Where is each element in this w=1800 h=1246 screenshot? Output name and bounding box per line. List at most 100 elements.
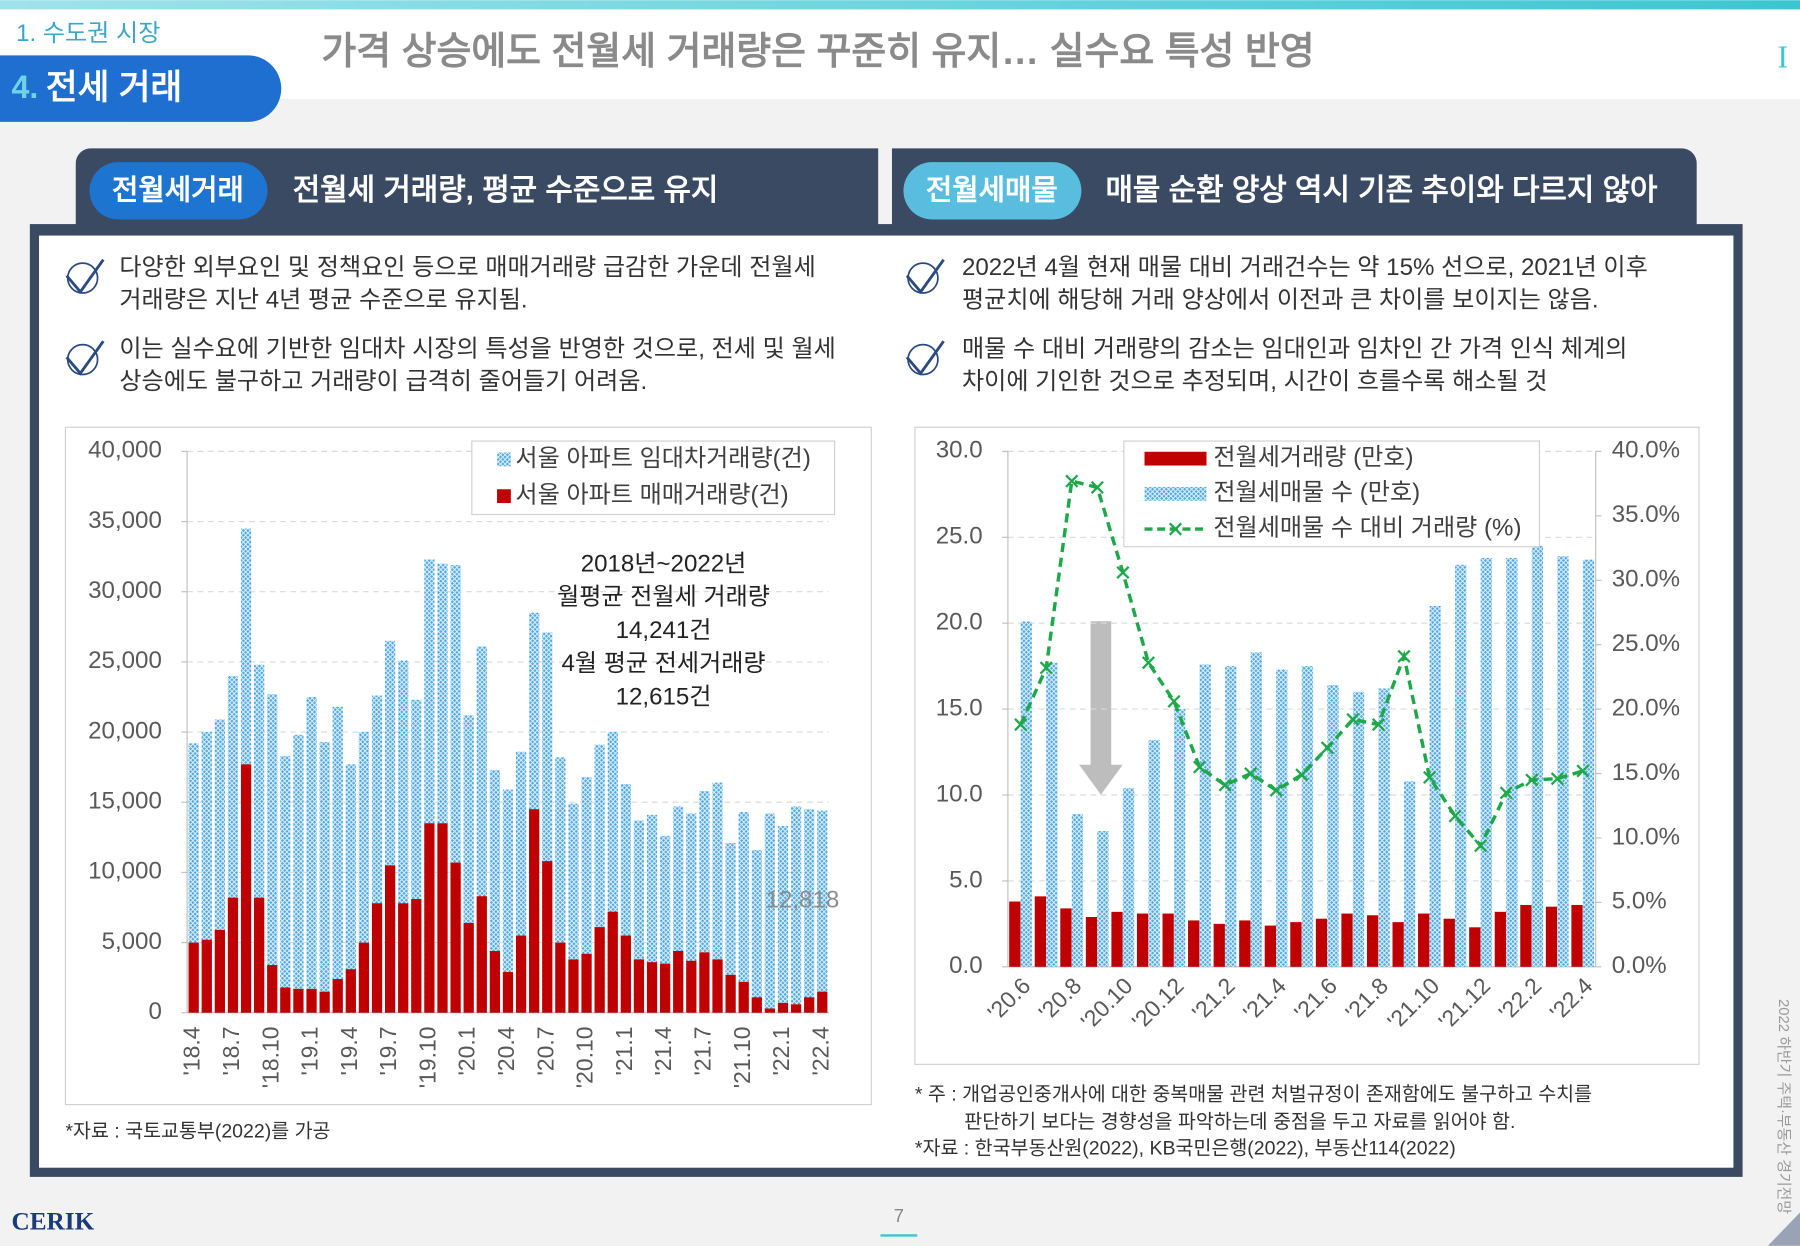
y-tick-label: 35,000 <box>88 507 162 534</box>
legend-swatch <box>1144 486 1207 501</box>
bar <box>1085 916 1098 967</box>
line-marker <box>1218 778 1232 792</box>
line-marker <box>1371 718 1385 732</box>
check-icon <box>65 258 105 295</box>
x-tick-label: '19.1 <box>297 1027 323 1076</box>
bar <box>515 935 527 1013</box>
bar <box>1213 923 1225 967</box>
bar <box>384 640 396 1013</box>
bar <box>1071 813 1084 967</box>
panel-tag-text: 전월세매물 <box>926 175 1058 207</box>
bar <box>699 790 710 1013</box>
y-tick-label: 0.0 <box>949 952 983 979</box>
bar <box>751 997 762 1013</box>
bar <box>1136 913 1149 967</box>
panel-heading: 매물 순환 양상 역시 기존 추이와 다르지 않아 <box>1105 174 1658 207</box>
bar <box>515 751 527 1013</box>
bullet-text: 평균치에 해당해 거래 양상에서 이전과 큰 차이를 보이지는 않음. <box>962 286 1599 313</box>
bar <box>201 732 212 1013</box>
y-tick-label: 0 <box>148 998 161 1025</box>
bullet-text: 2022년 4월 현재 매물 대비 거래건수는 약 15% 선으로, 2021년… <box>962 254 1648 281</box>
x-tick-label: '22.4 <box>807 1026 833 1075</box>
bar <box>1341 913 1353 967</box>
annotation: 12,818 <box>766 887 840 914</box>
source-note: 판단하기 보다는 경향성을 파악하는데 중점을 두고 자료를 읽어야 함. <box>964 1111 1515 1133</box>
panel-heading: 전월세 거래량, 평균 수준으로 유지 <box>293 174 719 207</box>
x-tick-label: '20.7 <box>532 1027 558 1076</box>
bar <box>1545 906 1558 967</box>
bar <box>1097 831 1109 967</box>
bar <box>764 813 776 1013</box>
bar <box>502 789 514 1013</box>
bar <box>568 959 579 1013</box>
legend-swatch <box>1144 451 1207 466</box>
line-marker <box>1269 783 1283 797</box>
bar <box>1469 927 1481 967</box>
legend-label: 서울 아파트 임대차거래량(건) <box>515 445 810 472</box>
bar <box>1404 781 1416 967</box>
bar <box>699 952 710 1013</box>
section-tab <box>0 55 282 122</box>
bullet-text: 매물 수 대비 거래량의 감소는 임대인과 임차인 간 가격 인식 체계의 <box>962 336 1627 363</box>
bar <box>686 960 697 1013</box>
y2-tick-label: 25.0% <box>1612 630 1680 657</box>
bar <box>358 942 370 1013</box>
bar <box>384 865 396 1013</box>
bar <box>1520 904 1532 967</box>
legend-label: 전월세매물 수 대비 거래량 (%) <box>1213 514 1521 541</box>
bar <box>293 988 304 1013</box>
panel-tag <box>903 162 1082 220</box>
bar <box>450 862 461 1013</box>
header-bg <box>0 0 1800 99</box>
bar <box>227 675 239 1013</box>
panel-header <box>75 148 879 230</box>
y-tick-label: 10,000 <box>88 858 162 885</box>
bar <box>804 997 815 1013</box>
bar <box>686 813 697 1013</box>
bar <box>673 950 684 1013</box>
line-marker <box>1499 786 1513 800</box>
bar <box>777 826 789 1013</box>
y-tick-label: 10.0 <box>936 780 983 807</box>
line-marker <box>1448 809 1462 823</box>
x-tick-label: '21.4 <box>650 1026 676 1075</box>
bar <box>817 810 828 1013</box>
bar <box>1250 652 1262 967</box>
bar <box>725 974 736 1013</box>
top-bar <box>0 0 1800 10</box>
section-label: 1. 수도권 시장 <box>16 20 160 47</box>
bar <box>804 809 815 1013</box>
source-note: *자료 : 국토교통부(2022)를 가공 <box>65 1120 330 1142</box>
bar <box>660 835 671 1013</box>
x-tick-label: '18.4 <box>179 1026 205 1075</box>
y-tick-label: 15.0 <box>936 694 983 721</box>
bar <box>1148 740 1160 967</box>
annotation: 14,241건 <box>616 617 712 644</box>
line-marker <box>1141 656 1156 670</box>
y-tick-label: 25.0 <box>936 523 983 550</box>
bar <box>1034 896 1047 967</box>
panel-tag <box>89 162 268 220</box>
bar <box>1009 901 1021 967</box>
y-tick-label: 40,000 <box>88 437 162 464</box>
y-tick-label: 20,000 <box>88 717 162 744</box>
bar <box>489 950 500 1013</box>
legend-label: 서울 아파트 매매거래량(건) <box>515 482 788 509</box>
bar <box>542 632 553 1013</box>
bar <box>1225 666 1237 967</box>
y2-tick-label: 10.0% <box>1612 823 1680 850</box>
bullet-text: 이는 실수요에 기반한 임대차 시장의 특성을 반영한 것으로, 전세 및 월세 <box>119 336 835 363</box>
bar <box>1443 918 1455 967</box>
line-marker <box>1167 694 1181 708</box>
line <box>1019 478 1584 849</box>
bar <box>581 776 592 1013</box>
chapter-marker: I <box>1777 38 1788 74</box>
bar <box>424 559 435 1013</box>
bar <box>1239 920 1251 967</box>
y-tick-label: 5.0 <box>949 866 983 893</box>
bar <box>817 991 828 1013</box>
bar <box>725 842 736 1013</box>
line-marker <box>1014 718 1028 732</box>
bar <box>620 935 631 1013</box>
bar <box>1531 545 1544 967</box>
